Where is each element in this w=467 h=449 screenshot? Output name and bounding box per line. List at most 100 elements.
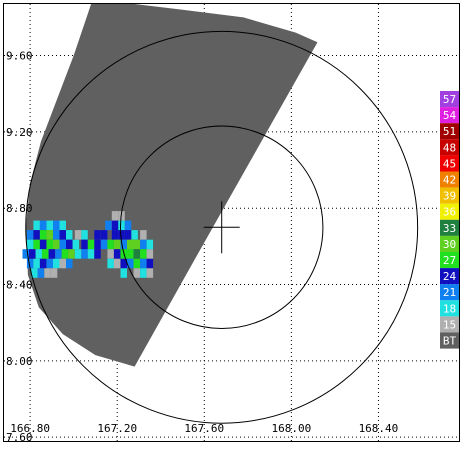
range-ring-inner	[119, 125, 324, 330]
echo-cell-13	[33, 239, 40, 250]
echo-cell-67	[107, 249, 114, 259]
echo-cell-45	[87, 249, 95, 259]
legend-label-57: 57	[443, 93, 456, 106]
echo-cell-36	[31, 268, 38, 278]
echo-cell-8	[46, 230, 53, 240]
legend-swatch-48	[440, 139, 459, 156]
echo-cell-58	[111, 230, 119, 240]
range-ring-outer	[25, 30, 419, 424]
legend-swatch-42	[440, 171, 459, 188]
echo-cell-29	[26, 258, 34, 269]
legend-label-24: 24	[443, 270, 457, 283]
echo-cell-26	[61, 249, 69, 259]
echo-cell-42	[81, 239, 88, 250]
x-tick-label-0: 166.80	[10, 422, 50, 435]
echo-cell-82	[133, 268, 140, 278]
echo-cell-31	[39, 258, 47, 269]
legend-label-39: 39	[443, 190, 456, 203]
legend-swatch-18	[440, 300, 459, 317]
echo-cell-79	[140, 258, 147, 269]
y-axis-ticks: 9.60 9.20 8.80 8.40 8.00 7.60	[6, 50, 33, 445]
legend-swatch-51	[440, 123, 459, 140]
x-tick-label-4: 168.40	[359, 422, 399, 435]
echo-cell-63	[120, 239, 127, 250]
x-axis-ticks: 166.80 167.20 167.60 168.00 168.40	[10, 422, 398, 435]
echo-cell-74	[107, 258, 114, 269]
echo-cell-23	[42, 249, 49, 259]
echo-cell-1	[39, 220, 47, 231]
echo-cell-0	[33, 220, 40, 231]
legend-label-36: 36	[443, 206, 456, 219]
echo-cell-40	[74, 230, 82, 240]
echo-cell-41	[81, 230, 88, 240]
echo-cell-70	[127, 249, 134, 259]
echo-cell-44	[81, 249, 88, 259]
echo-cell-24	[48, 249, 56, 259]
echo-cell-59	[118, 230, 125, 240]
x-tick-label-2: 167.60	[184, 422, 224, 435]
reflectivity-echoes	[22, 211, 154, 278]
y-tick-label-5: 7.60	[6, 431, 33, 444]
echo-cell-61	[131, 230, 138, 240]
echo-cell-78	[133, 258, 140, 269]
echo-cell-52	[111, 211, 119, 221]
echo-cell-72	[140, 249, 147, 259]
echo-cell-35	[66, 258, 73, 269]
echo-cell-7	[39, 230, 47, 240]
echo-cell-4	[59, 220, 66, 231]
y-tick-label-3: 8.40	[6, 279, 33, 292]
echo-cell-6	[33, 230, 40, 240]
echo-cell-20	[22, 249, 29, 259]
legend-swatch-39	[440, 187, 459, 204]
radar-coverage-area	[25, 4, 318, 367]
legend-swatch-27	[440, 252, 459, 269]
legend-swatch-15	[440, 316, 459, 333]
legend-label-51: 51	[443, 125, 456, 138]
echo-cell-28	[74, 249, 82, 259]
legend-swatch-45	[440, 155, 459, 172]
echo-cell-71	[133, 249, 140, 259]
legend-swatch-33	[440, 219, 459, 236]
echo-cell-27	[68, 249, 75, 259]
echo-cell-34	[59, 258, 66, 269]
legend-swatch-BT	[440, 332, 459, 349]
echo-cell-65	[133, 239, 140, 250]
legend-label-21: 21	[443, 286, 456, 299]
echo-cell-16	[53, 239, 60, 250]
echo-cell-19	[72, 239, 80, 250]
legend-label-BT: BT	[443, 335, 457, 348]
echo-cell-39	[50, 268, 58, 278]
y-tick-label-0: 9.60	[6, 50, 33, 63]
legend-label-45: 45	[443, 157, 456, 170]
echo-cell-56	[124, 220, 132, 231]
echo-cell-11	[66, 230, 73, 240]
echo-cell-62	[113, 239, 121, 250]
legend-label-54: 54	[443, 109, 457, 122]
echo-cell-37	[37, 268, 45, 278]
echo-cell-54	[111, 220, 119, 231]
echo-cell-18	[66, 239, 73, 250]
legend-swatch-54	[440, 107, 459, 124]
legend-label-27: 27	[443, 254, 456, 267]
echo-cell-83	[140, 268, 147, 278]
echo-cell-73	[146, 249, 154, 259]
legend-swatch-30	[440, 235, 459, 252]
echo-cell-21	[29, 249, 36, 259]
echo-cell-66	[140, 239, 147, 250]
echo-cell-38	[44, 268, 51, 278]
echo-cell-22	[35, 249, 43, 259]
x-tick-label-1: 167.20	[97, 422, 137, 435]
echo-cell-46	[94, 249, 101, 259]
legend-label-48: 48	[443, 141, 456, 154]
y-tick-label-1: 9.20	[6, 126, 33, 139]
echo-cell-48	[100, 230, 108, 240]
radar-site-crosshair	[203, 201, 240, 254]
echo-cell-80	[146, 258, 154, 269]
echo-cell-75	[113, 258, 121, 269]
echo-cell-81	[120, 268, 127, 278]
echo-cell-10	[59, 230, 66, 240]
echo-cell-47	[94, 230, 101, 240]
y-tick-label-2: 8.80	[6, 202, 33, 215]
echo-cell-84	[146, 268, 154, 278]
legend-label-18: 18	[443, 302, 456, 315]
